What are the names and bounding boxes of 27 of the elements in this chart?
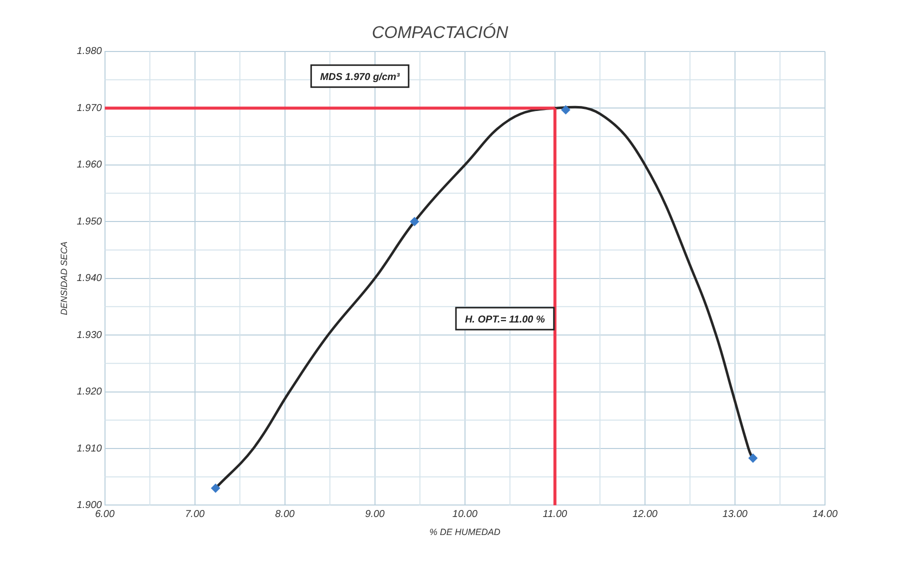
x-tick-label: 13.00: [722, 508, 748, 520]
x-axis-title: % DE HUMEDAD: [429, 527, 501, 538]
x-tick-label: 8.00: [275, 508, 296, 520]
x-tick-label: 10.00: [452, 508, 478, 520]
y-tick-label: 1.930: [76, 330, 102, 341]
x-tick-label: 14.00: [812, 508, 838, 520]
y-tick-label: 1.900: [76, 500, 102, 511]
y-axis-title: DENSIDAD SECA: [58, 242, 69, 316]
y-tick-label: 1.980: [76, 46, 102, 58]
y-tick-label: 1.910: [76, 443, 102, 454]
point: [410, 217, 419, 226]
point: [748, 454, 758, 463]
ref-line-label: MDS 1.970 g/cm³: [320, 72, 400, 83]
x-tick-label: 9.00: [365, 508, 386, 520]
x-tick-label: 6.00: [95, 508, 115, 520]
x-tick-label: 11.00: [542, 508, 568, 520]
ref-line-label: H. OPT.= 11.00 %: [464, 314, 546, 326]
point: [211, 484, 220, 493]
x-tick-label: 12.00: [632, 508, 658, 520]
point: [561, 105, 570, 114]
y-tick-label: 1.960: [76, 160, 102, 171]
y-tick-label: 1.940: [76, 273, 102, 284]
chart-title: COMPACTACIÓN: [372, 22, 509, 42]
y-tick-label: 1.970: [76, 102, 102, 114]
y-tick-label: 1.920: [76, 386, 102, 398]
x-tick-label: 7.00: [185, 508, 206, 520]
y-tick-label: 1.950: [76, 216, 102, 228]
